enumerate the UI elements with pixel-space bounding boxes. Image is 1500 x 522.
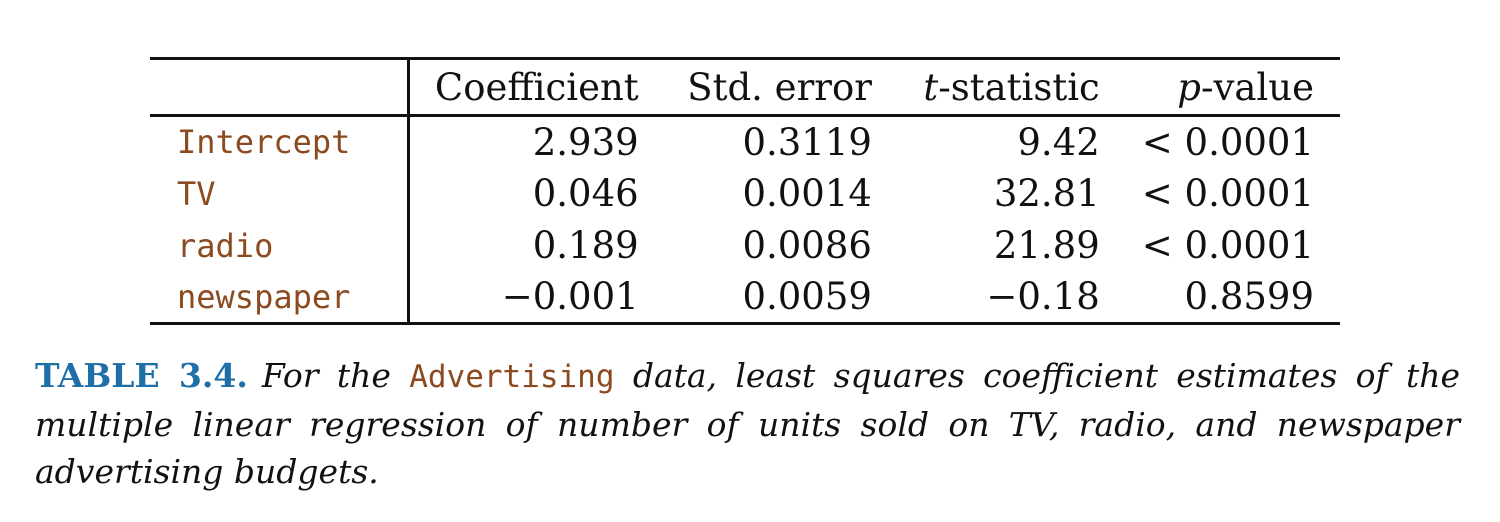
header-t-italic: t [923, 65, 939, 109]
caption-dataset-name: Advertising [409, 359, 615, 395]
row-t-statistic: 9.42 [1017, 120, 1100, 164]
header-p-value: p-value [1099, 57, 1340, 117]
table-caption: TABLE 3.4. For the Advertising data, leas… [35, 352, 1460, 495]
caption-text-after: data, least squares coefficient estimate… [35, 356, 1461, 491]
row-variable: Intercept [150, 115, 411, 168]
header-t-statistic: t-statistic [871, 57, 1100, 117]
row-coefficient: 0.189 [532, 224, 639, 267]
row-p-value: < 0.0001 [1141, 120, 1314, 164]
row-std-error: 0.0086 [742, 224, 872, 267]
table-row: Intercept 2.939 0.3119 9.42 < 0.0001 [150, 115, 1340, 168]
row-std-error: 0.0059 [638, 271, 872, 325]
row-t-statistic: 21.89 [993, 224, 1100, 267]
row-p-value: < 0.0001 [1141, 172, 1314, 215]
header-coefficient: Coefficient [408, 57, 639, 117]
table-row: TV 0.046 0.0014 32.81 < 0.0001 [150, 167, 1340, 220]
header-std-error: Std. error [638, 57, 872, 117]
row-p-value: < 0.0001 [1141, 224, 1314, 267]
row-t-statistic: −0.18 [871, 271, 1100, 325]
regression-table-container: Coefficient Std. error t-statistic p-val… [150, 57, 1340, 325]
table-row: radio 0.189 0.0086 21.89 < 0.0001 [150, 219, 1340, 272]
row-t-statistic: 32.81 [993, 172, 1100, 215]
row-std-error: 0.3119 [742, 120, 872, 164]
row-variable: TV [150, 167, 411, 220]
header-variable-empty [150, 57, 411, 117]
caption-label: TABLE 3.4. [35, 356, 248, 395]
row-std-error: 0.0014 [742, 172, 872, 215]
header-p-rest: -value [1200, 65, 1314, 109]
table-header-row: Coefficient Std. error t-statistic p-val… [150, 57, 1340, 117]
row-coefficient: −0.001 [408, 271, 639, 325]
row-variable: newspaper [150, 271, 411, 325]
row-coefficient: 2.939 [532, 120, 639, 164]
row-variable: radio [150, 219, 411, 272]
header-p-italic: p [1177, 65, 1201, 109]
row-p-value: 0.8599 [1099, 271, 1340, 325]
header-t-rest: -statistic [938, 65, 1100, 109]
caption-text-before: For the [261, 356, 410, 395]
row-coefficient: 0.046 [532, 172, 639, 215]
table-row: newspaper −0.001 0.0059 −0.18 0.8599 [150, 271, 1340, 325]
regression-table: Coefficient Std. error t-statistic p-val… [150, 57, 1340, 325]
